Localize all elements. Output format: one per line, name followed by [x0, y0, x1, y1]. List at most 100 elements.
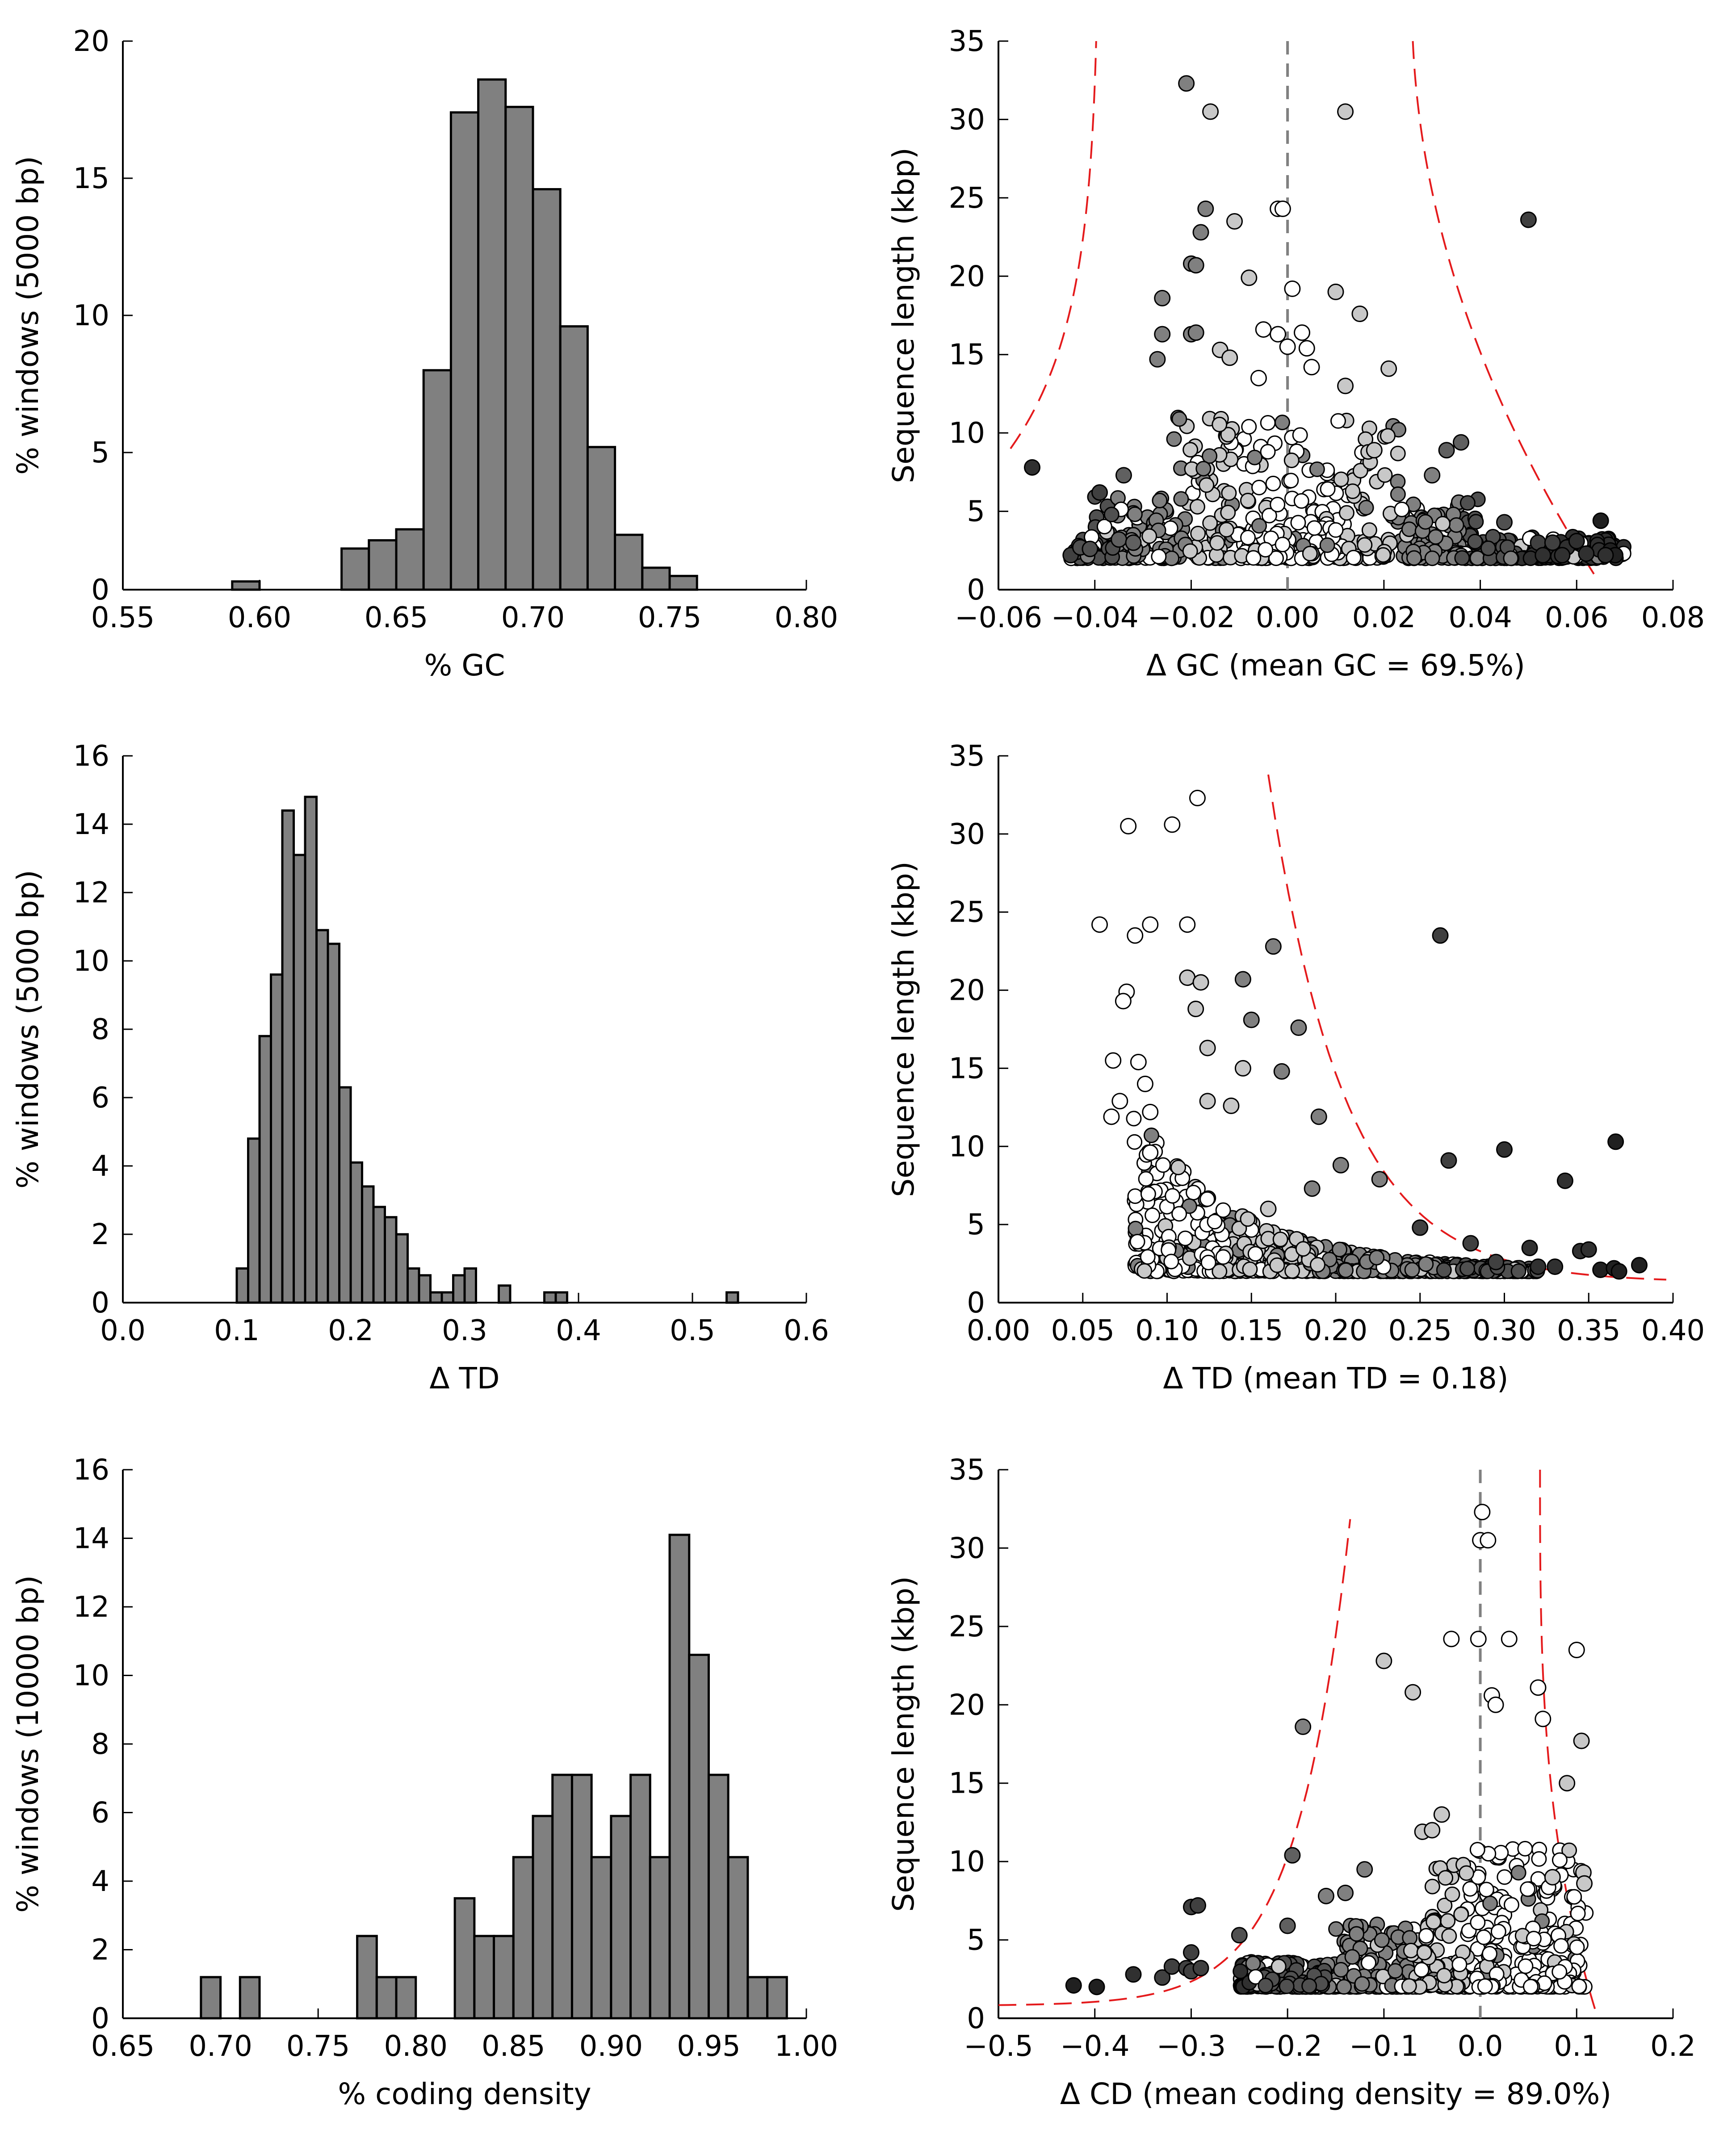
- scatter-point: [1417, 514, 1434, 530]
- scatter-point: [1293, 493, 1309, 509]
- y-tick-label: 4: [91, 1150, 109, 1183]
- scatter-point: [1164, 550, 1180, 566]
- scatter-point: [1428, 529, 1444, 545]
- scatter-point: [1221, 485, 1237, 501]
- scatter-point: [1366, 442, 1383, 459]
- scatter-point: [1306, 520, 1322, 536]
- scatter-point: [1568, 532, 1585, 549]
- histogram-bar: [270, 973, 284, 1304]
- scatter-point: [1377, 467, 1393, 483]
- y-axis-label: Sequence length (kbp): [886, 147, 921, 483]
- histogram-bar: [338, 1086, 352, 1304]
- scatter-point: [1103, 1108, 1120, 1125]
- scatter-point: [1215, 1249, 1231, 1265]
- scatter-point: [1298, 340, 1315, 357]
- x-tick-label: 0.2: [328, 1314, 373, 1347]
- scatter-point: [1477, 1978, 1493, 1994]
- histogram-bar: [384, 1216, 398, 1304]
- scatter-point: [1142, 916, 1159, 933]
- x-tick-label: 0.80: [775, 601, 839, 634]
- x-tick-label: −0.4: [1060, 2030, 1129, 2063]
- scatter-point: [1096, 519, 1112, 535]
- x-axis-label: % coding density: [338, 2077, 591, 2111]
- histogram-bar: [258, 1035, 272, 1304]
- histogram-bar: [395, 1233, 409, 1304]
- scatter-point: [1344, 1949, 1360, 1965]
- scatter-point: [1459, 495, 1476, 511]
- scatter-point: [1240, 1211, 1256, 1227]
- x-tick-label: 0.4: [556, 1314, 601, 1347]
- scatter-point: [1333, 471, 1349, 487]
- scatter-point: [1438, 1870, 1454, 1886]
- scatter-point: [1459, 1865, 1475, 1881]
- x-tick-label: 0.06: [1545, 601, 1609, 634]
- y-tick-label: 5: [967, 1924, 985, 1957]
- x-axis-label: % GC: [424, 648, 505, 683]
- histogram-bar: [532, 1815, 554, 2020]
- x-tick-label: 0.75: [286, 2030, 350, 2063]
- y-tick-label: 10: [949, 1845, 985, 1878]
- histogram-bar: [235, 1267, 249, 1304]
- y-tick-label: 20: [949, 260, 985, 293]
- scatter-point: [1269, 1257, 1285, 1273]
- scatter-point: [1247, 1246, 1263, 1262]
- scatter-point: [1451, 1956, 1468, 1972]
- scatter-point: [1111, 531, 1128, 548]
- scatter-point: [1345, 483, 1361, 499]
- scatter-point: [1163, 1958, 1180, 1975]
- scatter-point: [1115, 993, 1132, 1010]
- y-tick-label: 0: [967, 2002, 985, 2035]
- y-tick-label: 20: [949, 974, 985, 1007]
- histogram-bar: [239, 1976, 261, 2020]
- scatter-point: [1361, 1955, 1377, 1971]
- scatter-point: [1496, 1141, 1513, 1158]
- scatter-point: [1209, 535, 1225, 551]
- scatter-point: [1387, 1963, 1403, 1979]
- scatter-point: [1290, 515, 1306, 531]
- scatter-point: [1082, 541, 1099, 558]
- scatter-point: [1189, 789, 1206, 806]
- scatter-point: [1260, 444, 1276, 460]
- y-tick-label: 12: [73, 876, 109, 910]
- histogram-bar: [281, 809, 295, 1304]
- scatter-point: [1199, 1191, 1216, 1207]
- scatter-point: [1501, 1631, 1518, 1648]
- scatter-point: [1470, 1914, 1486, 1930]
- scatter-point: [1231, 1927, 1248, 1944]
- scatter-point: [1195, 461, 1212, 477]
- scatter-point: [1284, 1847, 1301, 1864]
- histogram-bar: [668, 574, 698, 591]
- y-tick-label: 10: [949, 417, 985, 450]
- scatter-point: [1338, 505, 1354, 521]
- scatter-point: [1426, 1914, 1442, 1930]
- x-tick-label: 0.95: [677, 2030, 741, 2063]
- scatter-point: [1182, 442, 1199, 458]
- histogram-bar: [368, 539, 398, 591]
- y-tick-label: 2: [91, 1934, 109, 1967]
- scatter-point: [1441, 1928, 1457, 1944]
- scatter-point: [1142, 1103, 1159, 1120]
- y-tick-label: 5: [91, 436, 109, 470]
- histogram-bar: [551, 1773, 573, 2020]
- scatter-point: [1255, 321, 1272, 338]
- scatter-point: [1576, 1875, 1593, 1892]
- scatter-point: [1152, 492, 1168, 508]
- scatter-point: [1401, 1978, 1417, 1994]
- y-tick-label: 15: [949, 339, 985, 372]
- chart-panel-1: 0 5 10 15 20 0.55 0.60 0.65 0.70 0.75 0.80 % GC % wi…: [11, 25, 838, 683]
- x-tick-label: −0.5: [964, 2030, 1033, 2063]
- scatter-point: [1553, 1938, 1569, 1954]
- y-tick-label: 30: [949, 818, 985, 851]
- scatter-point: [1448, 517, 1464, 533]
- y-tick-label: 8: [91, 1728, 109, 1761]
- scatter-point: [1065, 1977, 1082, 1994]
- histogram-bar: [304, 796, 318, 1304]
- x-tick-label: 0.70: [189, 2030, 252, 2063]
- scatter-point: [1272, 1231, 1288, 1247]
- y-tick-label: 10: [73, 1660, 109, 1693]
- x-tick-label: 0.90: [579, 2030, 643, 2063]
- scatter-point: [1369, 1249, 1385, 1266]
- scatter-point: [1273, 1063, 1290, 1080]
- scatter-point: [1357, 537, 1373, 553]
